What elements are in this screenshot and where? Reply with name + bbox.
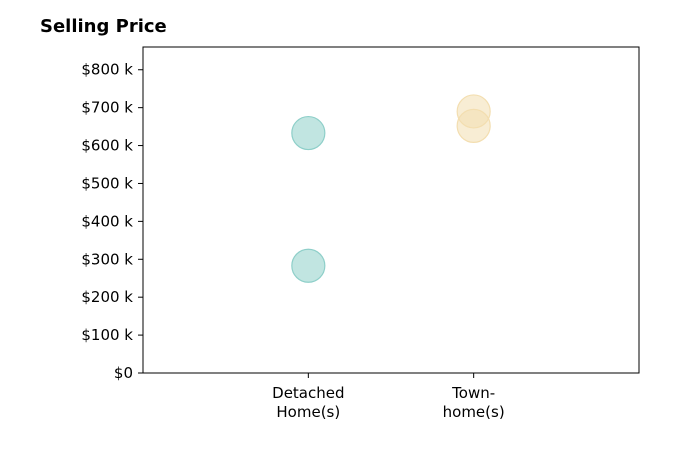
x-tick-label: Detached Home(s) xyxy=(272,384,344,421)
y-tick-label: $800 k xyxy=(81,61,133,79)
y-tick-label: $100 k xyxy=(81,326,133,344)
data-point xyxy=(291,248,326,283)
data-point xyxy=(456,108,491,143)
data-point xyxy=(291,115,326,151)
chart-title: Selling Price xyxy=(40,16,167,37)
y-tick-label: $700 k xyxy=(81,99,133,117)
y-tick-label: $500 k xyxy=(81,174,133,192)
y-tick-label: $0 xyxy=(114,364,133,382)
y-tick-label: $200 k xyxy=(81,288,133,306)
data-points xyxy=(291,94,491,283)
plot-frame xyxy=(142,46,640,374)
y-tick-label: $300 k xyxy=(81,250,133,268)
y-tick-label: $600 k xyxy=(81,137,133,155)
x-axis: Detached Home(s) Town-home(s) xyxy=(272,373,505,421)
x-tick-label: Town-home(s) xyxy=(443,384,505,421)
y-tick-label: $400 k xyxy=(81,212,133,230)
y-axis: $0 $100 k $200 k $300 k $400 k $500 k $600 k $7… xyxy=(81,61,143,382)
